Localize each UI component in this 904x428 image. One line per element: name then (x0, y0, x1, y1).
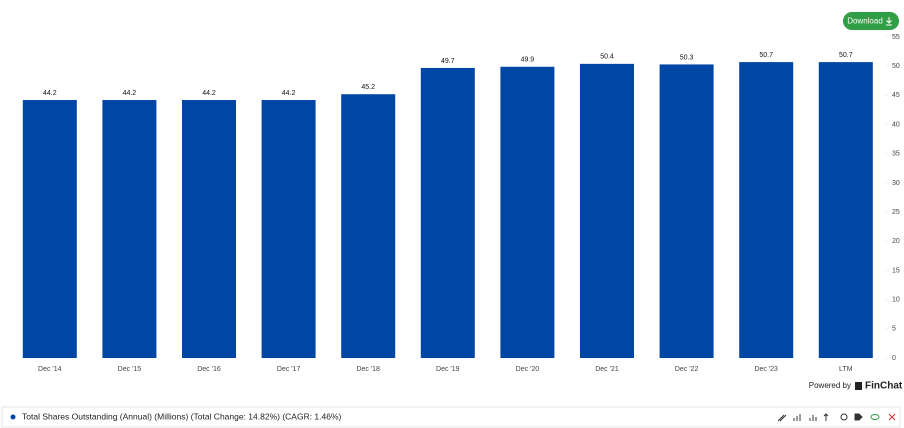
x-tick-label: Dec '16 (197, 366, 221, 373)
y-tick-label: 50 (892, 63, 900, 70)
legend-label: Total Shares Outstanding (Annual) (Milli… (22, 411, 342, 421)
x-tick-label: Dec '21 (595, 366, 619, 373)
y-tick-label: 35 (892, 151, 900, 158)
value-label: 44.2 (123, 90, 137, 97)
x-tick-label: Dec '22 (675, 366, 699, 373)
value-label: 50.7 (759, 52, 773, 59)
bar (420, 67, 475, 358)
bar (261, 100, 316, 359)
legend-bar (1, 406, 901, 428)
x-tick-label: Dec '15 (118, 366, 142, 373)
bar (659, 64, 714, 358)
value-label: 50.7 (839, 52, 853, 59)
bar (739, 62, 794, 358)
bar (580, 63, 634, 359)
bar (341, 94, 396, 359)
x-tick-label: Dec '19 (436, 366, 460, 373)
y-tick-label: 55 (892, 34, 900, 41)
value-label: 50.3 (680, 54, 694, 61)
brand-logo (855, 382, 862, 390)
bar (22, 100, 77, 359)
bar (102, 100, 157, 359)
bar (182, 100, 236, 359)
y-tick-label: 20 (892, 238, 900, 245)
x-tick-label: LTM (839, 366, 853, 373)
x-tick-label: Dec '20 (516, 366, 540, 373)
value-label: 49.9 (521, 57, 535, 64)
y-tick-label: 40 (892, 121, 900, 128)
value-label: 49.7 (441, 58, 455, 65)
bar (500, 66, 555, 359)
value-label: 50.4 (600, 54, 614, 61)
y-tick-label: 15 (892, 267, 900, 274)
x-tick-label: Dec '23 (754, 366, 778, 373)
download-button[interactable] (843, 12, 899, 30)
x-tick-label: Dec '17 (277, 366, 301, 373)
y-tick-label: 5 (892, 326, 896, 333)
value-label: 44.2 (282, 90, 296, 97)
value-label: 45.2 (361, 84, 375, 91)
bar (818, 62, 873, 358)
powered-by: Powered by (809, 381, 851, 390)
x-tick-label: Dec '18 (356, 366, 380, 373)
y-tick-label: 45 (892, 92, 900, 99)
y-tick-label: 30 (892, 180, 900, 187)
y-tick-label: 10 (892, 296, 900, 303)
download-icon (886, 17, 892, 26)
brand: FinChat (865, 381, 903, 392)
legend-marker (10, 414, 16, 420)
y-tick-label: 0 (892, 355, 896, 362)
y-tick-label: 25 (892, 209, 900, 216)
x-tick-label: Dec '14 (38, 366, 62, 373)
download-label[interactable]: Download (847, 17, 883, 26)
value-label: 44.2 (202, 90, 216, 97)
toolbar-icons (777, 413, 896, 422)
value-label: 44.2 (43, 90, 57, 97)
